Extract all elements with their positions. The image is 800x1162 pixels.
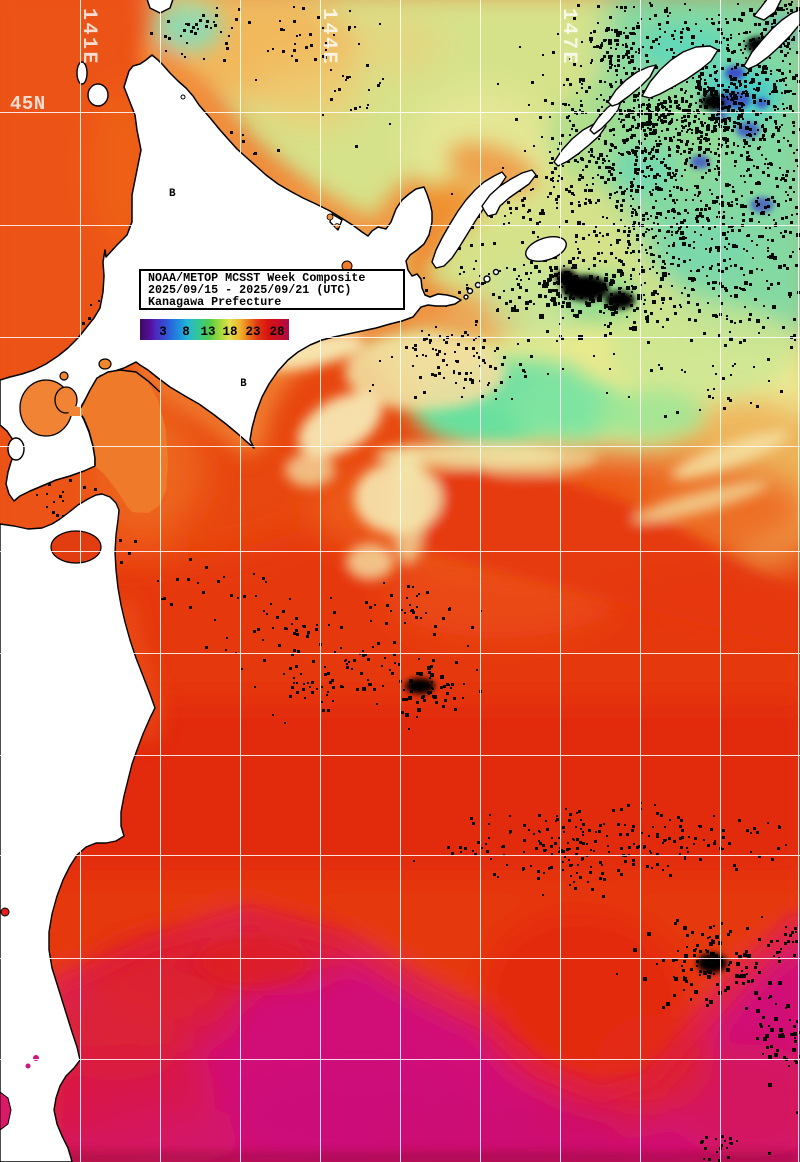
svg-text:B: B (169, 188, 176, 200)
svg-text:45N: 45N (10, 93, 46, 115)
svg-text:3: 3 (159, 325, 167, 339)
svg-text:2025/09/15 - 2025/09/21 (UTC): 2025/09/15 - 2025/09/21 (UTC) (148, 283, 351, 297)
svg-text:28: 28 (269, 325, 284, 339)
svg-text:141E: 141E (77, 8, 100, 66)
svg-text:NOAA/METOP MCSST Week Composit: NOAA/METOP MCSST Week Composite (148, 271, 365, 285)
svg-text:23: 23 (245, 325, 260, 339)
svg-text:18: 18 (222, 325, 237, 339)
svg-text:13: 13 (200, 325, 215, 339)
svg-text:Kanagawa Prefecture: Kanagawa Prefecture (148, 295, 281, 309)
svg-text:144E: 144E (317, 8, 340, 66)
svg-text:8: 8 (182, 325, 190, 339)
svg-text:B: B (240, 378, 247, 390)
svg-text:147E: 147E (557, 8, 580, 66)
